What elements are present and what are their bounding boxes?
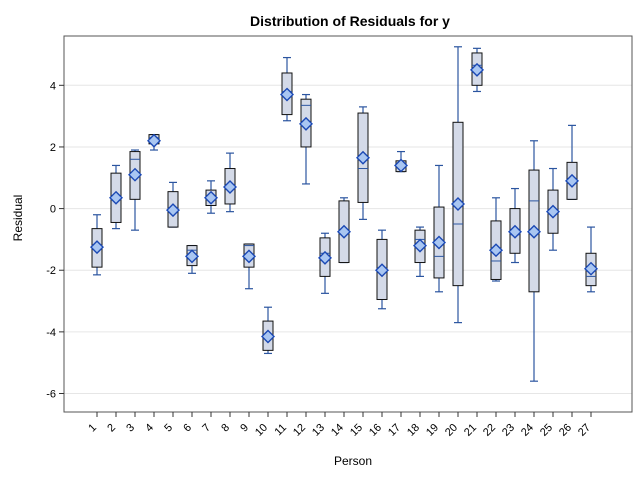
mean-marker xyxy=(527,224,541,239)
box-6 xyxy=(185,244,199,274)
box-17 xyxy=(394,150,408,173)
mean-marker xyxy=(109,190,123,205)
box-11 xyxy=(280,56,294,122)
x-tick-label: 22 xyxy=(481,422,498,439)
x-tick-label: 15 xyxy=(348,422,365,439)
x-tick-label: 14 xyxy=(329,422,346,439)
mean-marker xyxy=(147,133,161,148)
box-19 xyxy=(432,164,446,293)
x-tick-label: 5 xyxy=(162,422,175,435)
mean-marker xyxy=(299,116,313,131)
x-tick-label: 7 xyxy=(200,422,213,435)
box-18 xyxy=(413,226,427,277)
mean-marker xyxy=(166,203,180,218)
box-series xyxy=(90,46,598,382)
box-9 xyxy=(242,243,256,290)
box-5 xyxy=(166,181,180,228)
mean-marker xyxy=(565,173,579,188)
mean-marker xyxy=(90,240,104,255)
mean-marker xyxy=(546,204,560,219)
y-tick-label: -2 xyxy=(46,265,56,277)
box-23 xyxy=(508,187,522,264)
mean-marker xyxy=(223,180,237,195)
mean-marker xyxy=(584,261,598,276)
x-tick-label: 16 xyxy=(367,422,384,439)
box-10 xyxy=(261,306,275,355)
box-15 xyxy=(356,106,370,220)
mean-marker xyxy=(356,150,370,165)
box-12 xyxy=(299,93,313,185)
mean-marker xyxy=(204,190,218,205)
y-tick-label: 4 xyxy=(50,80,56,92)
x-tick-label: 1 xyxy=(86,422,99,435)
mean-marker xyxy=(185,249,199,264)
x-tick-label: 17 xyxy=(386,422,403,439)
x-tick-label: 3 xyxy=(124,422,137,435)
mean-marker xyxy=(470,62,484,77)
mean-marker xyxy=(261,329,275,344)
x-tick-label: 19 xyxy=(424,422,441,439)
y-tick-label: -4 xyxy=(46,327,56,339)
mean-marker xyxy=(242,249,256,264)
y-axis-label: Residual xyxy=(11,195,25,242)
x-tick-label: 27 xyxy=(576,422,593,439)
box-24 xyxy=(527,140,541,382)
x-tick-label: 26 xyxy=(557,422,574,439)
x-tick-label: 21 xyxy=(462,422,479,439)
x-axis-ticks: 1 2 3 4 5 6 7 8 9 10 11 12 13 14 15 16 17 18 19 20 21 22 23 24 2… xyxy=(86,412,593,439)
x-tick-label: 18 xyxy=(405,422,422,439)
box-21 xyxy=(470,47,484,93)
x-tick-label: 8 xyxy=(219,422,232,435)
x-tick-label: 10 xyxy=(253,422,270,439)
x-tick-label: 20 xyxy=(443,422,460,439)
box-8 xyxy=(223,152,237,213)
plot-frame xyxy=(63,35,633,413)
x-tick-label: 12 xyxy=(291,422,308,439)
box-20 xyxy=(451,46,465,324)
x-tick-label: 11 xyxy=(273,422,290,439)
x-tick-label: 23 xyxy=(500,422,517,439)
mean-marker xyxy=(394,158,408,173)
mean-marker xyxy=(318,250,332,265)
mean-marker xyxy=(337,224,351,239)
gridlines xyxy=(64,84,632,395)
y-tick-label: -6 xyxy=(46,389,56,401)
y-axis-ticks: -6 -4 -2 0 2 4 xyxy=(46,80,64,401)
box-27 xyxy=(584,226,598,293)
x-tick-label: 6 xyxy=(181,422,194,435)
mean-marker xyxy=(280,87,294,102)
box-26 xyxy=(565,124,579,200)
mean-marker xyxy=(128,167,142,182)
box-13 xyxy=(318,232,332,294)
mean-marker xyxy=(489,243,503,258)
x-axis-label: Person xyxy=(334,454,372,468)
box-7 xyxy=(204,180,218,214)
mean-marker xyxy=(413,238,427,253)
mean-marker xyxy=(375,263,389,278)
box-25 xyxy=(546,167,560,251)
x-tick-label: 25 xyxy=(538,422,555,439)
x-tick-label: 2 xyxy=(105,422,118,435)
box-1 xyxy=(90,214,104,276)
y-tick-label: 2 xyxy=(50,142,56,154)
box-22 xyxy=(489,197,503,282)
box-16 xyxy=(375,229,389,310)
x-tick-label: 4 xyxy=(143,422,156,435)
mean-marker xyxy=(432,235,446,250)
mean-marker xyxy=(451,196,465,211)
box-4 xyxy=(147,133,161,151)
box-2 xyxy=(109,164,123,230)
x-tick-label: 24 xyxy=(519,422,536,439)
box-14 xyxy=(337,197,351,264)
y-tick-label: 0 xyxy=(50,204,56,216)
x-tick-label: 13 xyxy=(310,422,327,439)
chart-title: Distribution of Residuals for y xyxy=(250,13,450,29)
box-3 xyxy=(128,149,142,231)
x-tick-label: 9 xyxy=(238,422,251,435)
mean-marker xyxy=(508,224,522,239)
